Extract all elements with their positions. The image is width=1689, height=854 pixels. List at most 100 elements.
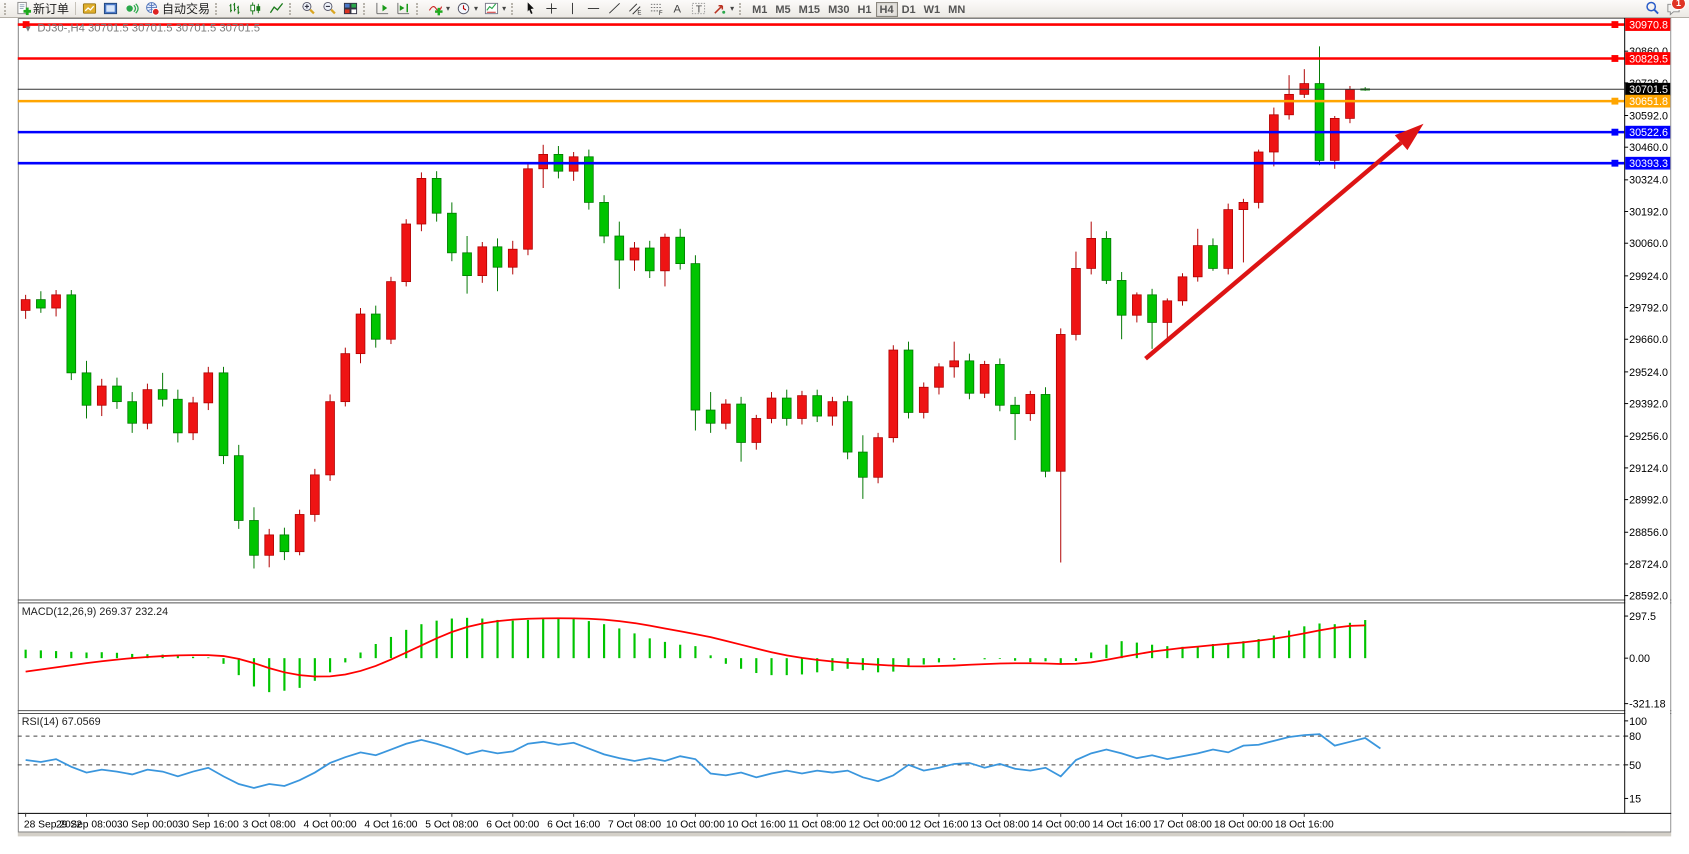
timeframe-M5[interactable]: M5 bbox=[771, 2, 794, 17]
zoom-out-button[interactable] bbox=[319, 1, 340, 17]
timeframe-MN[interactable]: MN bbox=[944, 2, 969, 17]
text-label-tool-button[interactable]: T bbox=[688, 1, 709, 17]
timeframe-W1[interactable]: W1 bbox=[920, 2, 945, 17]
svg-text:F: F bbox=[659, 10, 663, 16]
line-anchor[interactable] bbox=[22, 21, 30, 28]
tile-windows-button[interactable] bbox=[340, 1, 361, 17]
vertical-line-tool-button[interactable] bbox=[562, 1, 583, 17]
cursor-icon bbox=[527, 2, 534, 14]
time-label: 14 Oct 16:00 bbox=[1092, 820, 1151, 831]
trend-arrow[interactable] bbox=[1144, 123, 1424, 361]
rsi-panel: RSI(14) 67.0569 bbox=[17, 716, 1625, 789]
notifications-button[interactable]: 1 bbox=[1666, 0, 1686, 16]
svg-text:30460.0: 30460.0 bbox=[1629, 142, 1668, 154]
crosshair-icon bbox=[546, 3, 557, 14]
svg-text:-321.18: -321.18 bbox=[1629, 699, 1665, 711]
data-window-button[interactable] bbox=[100, 1, 121, 17]
templates-button[interactable]: ▾ bbox=[481, 1, 509, 17]
line-anchor[interactable] bbox=[1611, 55, 1619, 62]
tile-windows-icon bbox=[343, 2, 358, 15]
svg-text:28992.0: 28992.0 bbox=[1629, 495, 1668, 507]
svg-text:28724.0: 28724.0 bbox=[1629, 559, 1668, 571]
macd-panel: MACD(12,26,9) 269.37 232.24 bbox=[22, 606, 1367, 693]
auto-trading-button[interactable]: 自动交易 bbox=[142, 1, 213, 17]
navigator-button[interactable] bbox=[121, 1, 142, 17]
timeframe-H4[interactable]: H4 bbox=[875, 2, 898, 17]
line-chart-mode-button[interactable] bbox=[266, 1, 287, 17]
time-label: 10 Oct 00:00 bbox=[666, 820, 725, 831]
equidistant-channel-tool-button[interactable]: E bbox=[625, 1, 646, 17]
svg-text:30701.5: 30701.5 bbox=[1629, 84, 1668, 96]
svg-text:30651.8: 30651.8 bbox=[1629, 96, 1668, 108]
chart-shift-button[interactable] bbox=[393, 1, 414, 17]
horizontal-line-tool-button[interactable] bbox=[583, 1, 604, 17]
svg-text:30393.3: 30393.3 bbox=[1629, 158, 1668, 170]
line-anchor[interactable] bbox=[1611, 159, 1619, 167]
cursor-tool-button[interactable] bbox=[520, 1, 541, 17]
svg-text:30324.0: 30324.0 bbox=[1629, 175, 1668, 187]
timeframe-M15[interactable]: M15 bbox=[795, 2, 824, 17]
toolbar-grip bbox=[363, 2, 369, 15]
timeframe-M30[interactable]: M30 bbox=[824, 2, 853, 17]
equidistant-channel-icon: E bbox=[629, 3, 642, 16]
chart-title: ▼ DJ30-,H4 30701.5 30701.5 30701.5 30701.… bbox=[24, 23, 260, 35]
time-label: 6 Oct 16:00 bbox=[547, 820, 600, 831]
arrow-shapes-icon bbox=[714, 4, 726, 14]
candles-group bbox=[20, 46, 1370, 569]
svg-text:29392.0: 29392.0 bbox=[1629, 398, 1668, 410]
zoom-out-icon bbox=[323, 1, 336, 15]
clock-icon bbox=[457, 2, 470, 15]
periods-button[interactable]: ▾ bbox=[453, 1, 481, 17]
svg-text:80: 80 bbox=[1629, 731, 1641, 743]
zoom-in-button[interactable] bbox=[298, 1, 319, 17]
timeframe-D1[interactable]: D1 bbox=[898, 2, 920, 17]
chart-window-button[interactable] bbox=[79, 1, 100, 17]
bar-chart-mode-button[interactable] bbox=[224, 1, 245, 17]
indicators-icon bbox=[428, 6, 443, 16]
new-order-button[interactable]: 新订单 bbox=[13, 1, 72, 17]
arrows-tool-button[interactable]: ▾ bbox=[709, 1, 737, 17]
toolbar-grip bbox=[739, 2, 745, 15]
line-anchor[interactable] bbox=[1611, 21, 1619, 28]
trendline-tool-button[interactable] bbox=[604, 1, 625, 17]
svg-text:100: 100 bbox=[1629, 716, 1647, 728]
line-anchor[interactable] bbox=[1611, 97, 1619, 105]
fibonacci-tool-button[interactable]: F bbox=[646, 1, 667, 17]
search-icon[interactable] bbox=[1645, 1, 1660, 16]
time-label: 12 Oct 00:00 bbox=[849, 820, 908, 831]
symbol-dropdown-icon[interactable]: ▼ bbox=[24, 24, 33, 34]
trendline-icon bbox=[609, 3, 621, 14]
svg-text:A: A bbox=[674, 4, 682, 16]
toolbar-right-group: 1 bbox=[1645, 0, 1687, 16]
timeframe-M1[interactable]: M1 bbox=[748, 2, 771, 17]
timeframe-H1[interactable]: H1 bbox=[853, 2, 875, 17]
time-label: 11 Oct 08:00 bbox=[788, 820, 846, 831]
window-bottom-edge bbox=[17, 832, 1672, 837]
level-lines-group[interactable] bbox=[17, 21, 1625, 167]
price-badge bbox=[1625, 52, 1671, 65]
price-badge bbox=[1625, 156, 1671, 170]
price-badge bbox=[1625, 94, 1671, 108]
rsi-line bbox=[25, 733, 1381, 789]
time-label: 10 Oct 16:00 bbox=[727, 820, 786, 831]
text-tool-button[interactable]: A bbox=[667, 1, 688, 17]
time-label: 4 Oct 16:00 bbox=[364, 820, 417, 831]
line-anchor[interactable] bbox=[1611, 128, 1619, 136]
price-chart[interactable]: ▼ DJ30-,H4 30701.5 30701.5 30701.5 30701.… bbox=[0, 18, 1689, 854]
time-label: 28 Sep 2022 bbox=[24, 820, 83, 831]
text-label-icon: T bbox=[692, 2, 706, 15]
svg-text:30060.0: 30060.0 bbox=[1629, 238, 1668, 250]
svg-text:30970.8: 30970.8 bbox=[1629, 19, 1668, 31]
candlestick-mode-button[interactable] bbox=[245, 1, 266, 17]
svg-text:T: T bbox=[696, 4, 703, 15]
auto-scroll-button[interactable] bbox=[372, 1, 393, 17]
price-badge bbox=[1625, 125, 1671, 139]
indicators-button[interactable]: ▾ bbox=[425, 1, 453, 17]
crosshair-tool-button[interactable] bbox=[541, 1, 562, 17]
macd-signal-line bbox=[25, 617, 1366, 678]
time-label: 6 Oct 00:00 bbox=[486, 820, 539, 831]
rsi-label: RSI(14) 67.0569 bbox=[22, 716, 101, 728]
price-axis[interactable]: 30860.030728.030592.030460.030324.030192… bbox=[1624, 18, 1671, 832]
svg-text:0.00: 0.00 bbox=[1629, 653, 1650, 665]
